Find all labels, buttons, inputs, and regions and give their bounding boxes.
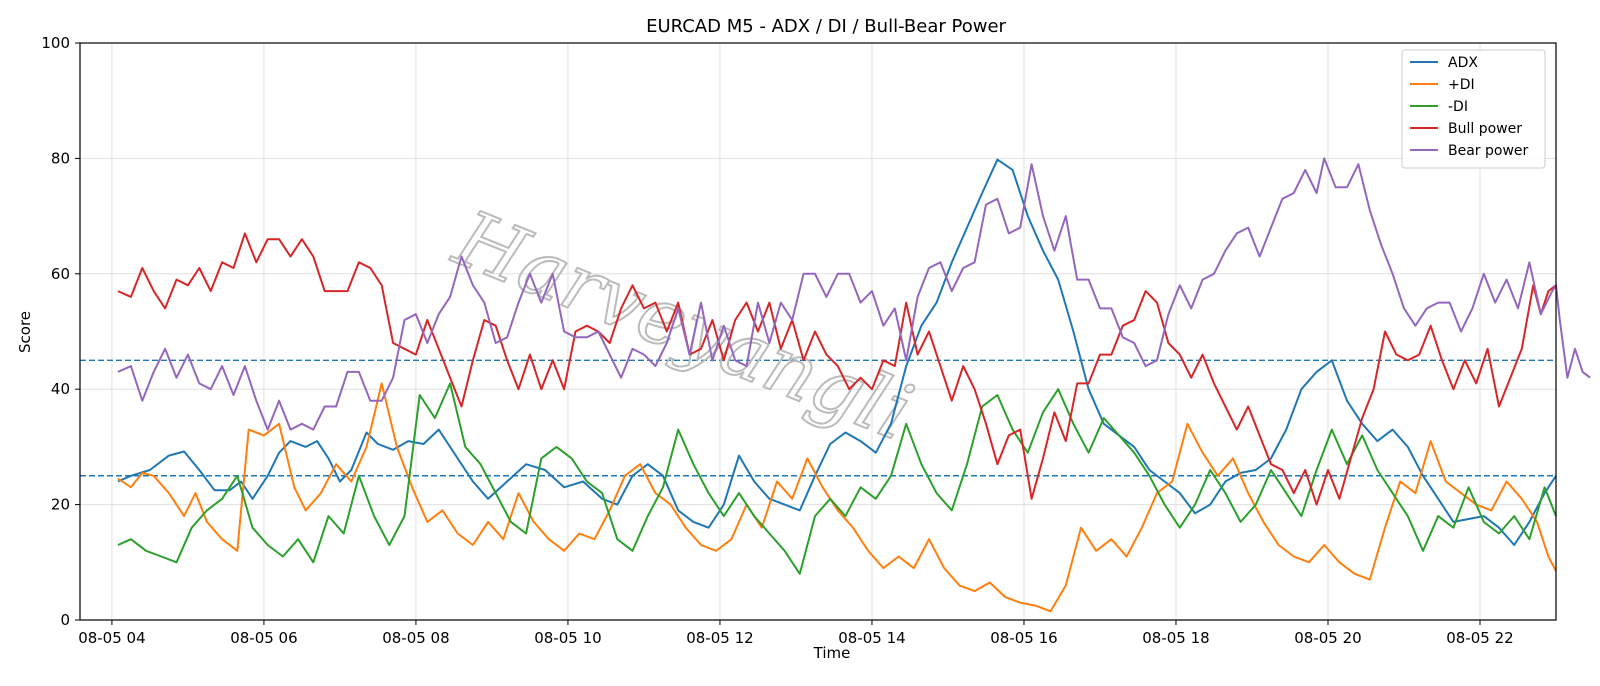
y-axis-label: Score (16, 311, 34, 353)
legend-box (1401, 49, 1546, 169)
y-tick-label: 40 (51, 380, 70, 398)
grid (80, 42, 1556, 621)
y-tick-label: 80 (51, 149, 70, 167)
x-tick-label: 08-05 20 (1294, 629, 1361, 647)
y-tick-label: 0 (60, 611, 70, 629)
axis-ticks: 0 20 40 60 80 100 08-05 04 08-05 06 08-05 08 08-0… (41, 34, 1513, 647)
x-tick-label: 08-05 16 (990, 629, 1057, 647)
y-tick-label: 20 (51, 496, 70, 514)
y-tick-label: 60 (51, 265, 70, 283)
x-tick-label: 08-05 08 (382, 629, 449, 647)
series-line-adx (117, 158, 1557, 546)
x-tick-label: 08-05 18 (1142, 629, 1209, 647)
y-tick-label: 100 (41, 34, 70, 52)
legend-label: -DI (1448, 99, 1468, 115)
series-group (117, 157, 1591, 613)
x-tick-label: 08-05 04 (78, 629, 145, 647)
chart-title: EURCAD M5 - ADX / DI / Bull-Bear Power (646, 16, 1006, 37)
series-line--di (117, 382, 1557, 575)
series-line-bear-power (117, 157, 1591, 431)
x-tick-label: 08-05 22 (1446, 629, 1513, 647)
x-tick-label: 08-05 14 (838, 629, 905, 647)
legend-label: Bull power (1448, 121, 1522, 137)
x-tick-label: 08-05 10 (534, 629, 601, 647)
x-axis-label: Time (813, 644, 851, 662)
x-tick-label: 08-05 06 (230, 629, 297, 647)
reference-lines (80, 359, 1556, 477)
legend-label: +DI (1448, 77, 1475, 93)
x-tick-label: 08-05 12 (686, 629, 753, 647)
legend-label: ADX (1448, 55, 1478, 71)
legend: ADX +DI -DI Bull power Bear power (1401, 49, 1546, 169)
plot-frame (79, 42, 1557, 621)
series-line-bull-power (117, 232, 1557, 506)
legend-label: Bear power (1448, 143, 1529, 159)
